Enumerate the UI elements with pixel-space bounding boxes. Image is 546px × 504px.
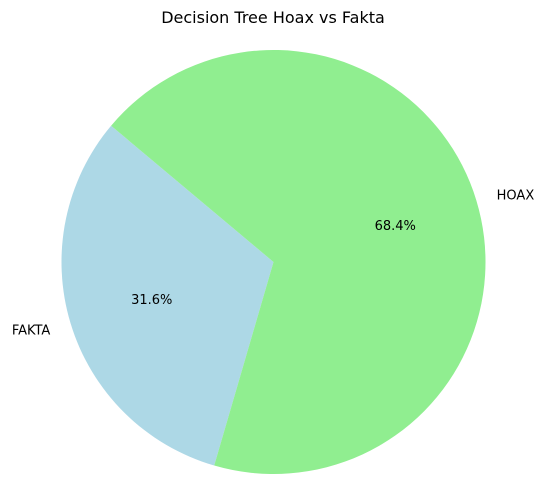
slice-label-fakta: FAKTA xyxy=(12,324,51,339)
pie-slice-hoax xyxy=(111,50,486,475)
slice-percent-hoax: 68.4% xyxy=(375,219,416,234)
slice-percent-fakta: 31.6% xyxy=(131,293,172,308)
slice-label-hoax: HOAX xyxy=(497,188,535,203)
pie-slice-fakta xyxy=(61,125,274,466)
chart-title: Decision Tree Hoax vs Fakta xyxy=(161,8,385,27)
pie-labels: FAKTA 31.6% HOAX 68.4% xyxy=(12,188,535,338)
pie-slices xyxy=(61,50,486,475)
